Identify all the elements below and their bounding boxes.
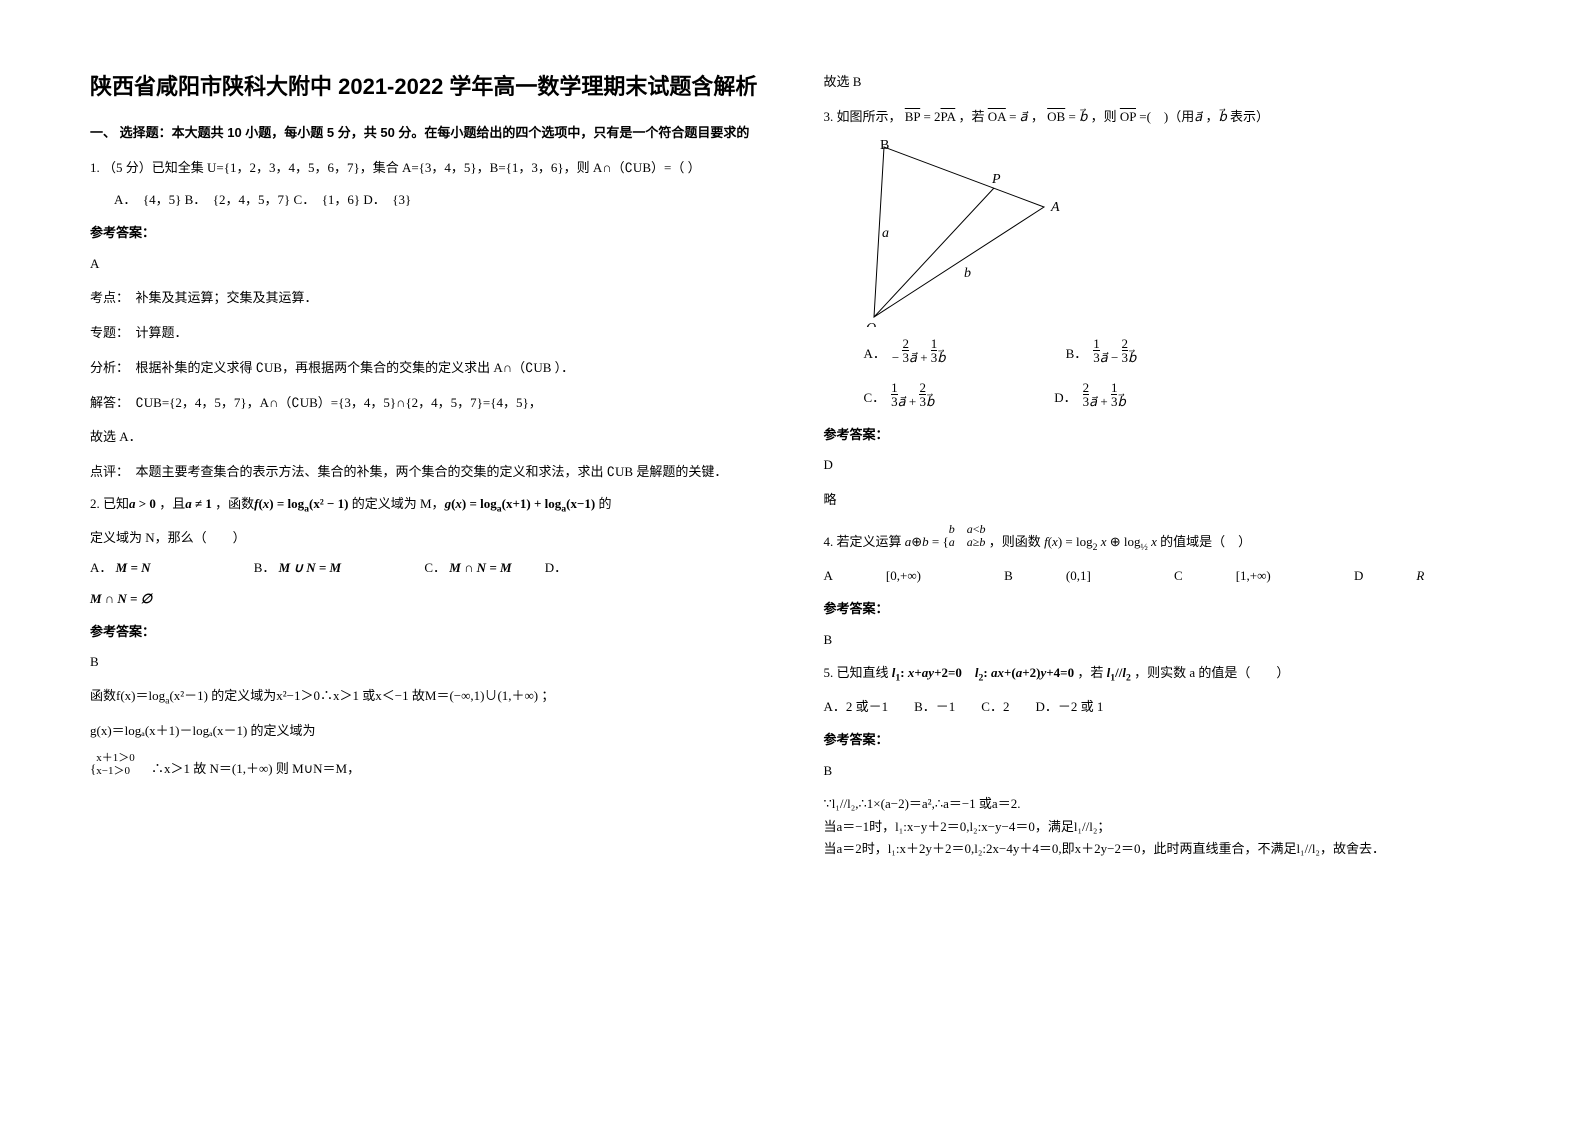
q3-stem-c: ， — [1031, 109, 1044, 124]
q1-line3: 分析： 根据补集的定义求得 ∁UB，再根据两个集合的交集的定义求出 A∩（∁UB… — [90, 356, 764, 381]
q2-opts-row1: A． M = N B． M ∪ N = M C． M ∩ N = M D． — [90, 556, 764, 581]
q2-stem-a: 2. 已知 — [90, 496, 129, 511]
q2-optD: D． — [545, 560, 567, 575]
q2-l3b: N＝(1,＋∞) 则 — [210, 762, 289, 777]
q5-stem-a: 5. 已知直线 — [824, 665, 889, 680]
q3-optA-l: A． — [864, 342, 886, 367]
q5-line1: ∵l₁//l₂,∴1×(a−2)＝a²,∴a＝−1 或a＝2. — [824, 793, 1498, 815]
tri-label-A: A — [1050, 200, 1060, 215]
tri-label-B: B — [880, 138, 889, 153]
triangle-figure: B P A O a b — [844, 137, 1084, 327]
q3-optC-l: C． — [864, 386, 886, 411]
q4-stem-c: 的值域是（ ） — [1160, 534, 1251, 549]
q4-ans: B — [824, 628, 1498, 653]
right-column: 故选 B 3. 如图所示， BP = 2PA ，若 OA = a⃗ ， OB =… — [824, 70, 1498, 1092]
q3-stem: 3. 如图所示， BP = 2PA ，若 OA = a⃗ ， OB = b⃗ ，… — [824, 105, 1498, 130]
tri-label-b: b — [964, 266, 971, 281]
q5-line2: 当a＝−1时，l₁:x−y＋2＝0,l₂:x−y−4＝0，满足l₁//l₂； — [824, 816, 1498, 838]
q3-ans2: 略 — [824, 488, 1498, 513]
q4-optB-l: B — [1004, 568, 1013, 583]
q2-ans: B — [90, 650, 764, 675]
q3-optC: C． 13a⃗ + 23b⃗ — [864, 381, 935, 415]
q5-ans: B — [824, 759, 1498, 784]
q2-optD-row: M ∩ N = ∅ — [90, 587, 764, 612]
q4-optA-v: [0,+∞) — [886, 568, 921, 583]
q4-optC-v: [1,+∞) — [1236, 568, 1271, 583]
q5-stem-b: ，若 — [1077, 665, 1103, 680]
q4-options: A [0,+∞) B (0,1] C [1,+∞) D R — [824, 564, 1498, 589]
q2-ans-label: 参考答案： — [90, 620, 764, 645]
q2-line3: {x＋1＞0x−1＞0 ∴x＞1 故 N＝(1,＋∞) 则 M∪N＝M， — [90, 752, 764, 780]
q2-l1e: ； — [541, 688, 554, 703]
q1-options: A． {4，5} B． {2，4，5，7} C． {1，6} D． {3} — [114, 188, 764, 213]
q3-optD-l: D． — [1054, 386, 1076, 411]
q2-stem-2: 定义域为 N，那么（ ） — [90, 526, 764, 551]
q2-l1c: 或 — [362, 688, 375, 703]
q4-optD-v: R — [1416, 568, 1424, 583]
q5-stem-c: ，则实数 a 的值是（ ） — [1134, 665, 1289, 680]
q5-ans-label: 参考答案： — [824, 728, 1498, 753]
q3-stem-f: ， — [1205, 109, 1218, 124]
q1-line5: 故选 A． — [90, 425, 764, 450]
q4-stem: 4. 若定义运算 a⊕b = {b a<ba a≥b ，则函数 f(x) = l… — [824, 523, 1498, 556]
q1-ans: A — [90, 252, 764, 277]
q2-optA-v: M = N — [116, 560, 151, 575]
q3-stem-e: =( )（用 — [1139, 109, 1194, 124]
q2-stem-b: ，且 — [159, 496, 185, 511]
q4-stem-b: ，则函数 — [989, 534, 1041, 549]
q4-optA-l: A — [824, 568, 833, 583]
q2-optC-v: M ∩ N = M — [449, 560, 511, 575]
q2-optB: B． — [254, 560, 276, 575]
q3-optD: D． 23a⃗ + 13b⃗ — [1054, 381, 1125, 415]
q3-ans: D — [824, 453, 1498, 478]
q2-optA: A． — [90, 560, 112, 575]
q3-optB: B． 13a⃗ − 23b⃗ — [1066, 337, 1137, 371]
q5-options: A．2 或－1 B．－1 C．2 D．－2 或 1 — [824, 695, 1498, 720]
q2-line1: 函数f(x)＝loga(x²－1) 的定义域为x²−1＞0∴x＞1 或x＜−1 … — [90, 685, 764, 710]
q2-optB-v: M ∪ N = M — [279, 560, 341, 575]
q2-l3a: ∴x＞1 故 — [138, 762, 206, 777]
q1-line2: 专题： 计算题． — [90, 321, 764, 346]
tri-label-a: a — [882, 226, 889, 241]
q2-stem: 2. 已知a > 0 ，且a ≠ 1 ，函数f(x) = loga(x² − 1… — [90, 493, 764, 518]
q4-optC-l: C — [1174, 568, 1183, 583]
q4-optB-v: (0,1] — [1066, 568, 1091, 583]
q1-line4: 解答： ∁UB={2，4，5，7}，A∩（∁UB）={3，4，5}∩{2，4，5… — [90, 391, 764, 416]
q2-l3c: M∪N＝M， — [292, 762, 360, 777]
q3-stem-d: ，则 — [1091, 109, 1117, 124]
q2-line4: 故选 B — [824, 70, 1498, 95]
q2-stem-d: 的定义域为 M， — [352, 496, 445, 511]
q2-line2: g(x)＝logₐ(x＋1)－logₐ(x－1) 的定义域为 — [90, 720, 764, 742]
q3-opts-row2: C． 13a⃗ + 23b⃗ D． 23a⃗ + 13b⃗ — [864, 381, 1498, 415]
q2-l1a: 函数 — [90, 688, 116, 703]
q2-optC: C． — [424, 560, 446, 575]
section-1-heading: 一、 选择题：本大题共 10 小题，每小题 5 分，共 50 分。在每小题给出的… — [90, 121, 764, 146]
q3-opts-row1: A． − 23a⃗ + 13b⃗ B． 13a⃗ − 23b⃗ — [864, 337, 1498, 371]
q2-optD-v: M ∩ N = ∅ — [90, 591, 152, 606]
q2-l1d: 故 — [412, 688, 425, 703]
tri-label-P: P — [991, 172, 1001, 187]
q2-stem-e: 的 — [598, 496, 611, 511]
q3-stem-g: 表示） — [1230, 109, 1269, 124]
q3-optA: A． − 23a⃗ + 13b⃗ — [864, 337, 946, 371]
q3-optB-l: B． — [1066, 342, 1088, 367]
q4-optD-l: D — [1354, 568, 1363, 583]
q2-l1b: 的定义域为 — [211, 688, 276, 703]
q3-ans-label: 参考答案： — [824, 423, 1498, 448]
q1-ans-label: 参考答案： — [90, 221, 764, 246]
left-column: 陕西省咸阳市陕科大附中 2021-2022 学年高一数学理期末试题含解析 一、 … — [90, 70, 764, 1092]
q1-line6: 点评： 本题主要考查集合的表示方法、集合的补集，两个集合的交集的定义和求法，求出… — [90, 460, 764, 485]
q1-line1: 考点： 补集及其运算；交集及其运算． — [90, 286, 764, 311]
q1-stem: 1. （5 分）已知全集 U={1，2，3，4，5，6，7}，集合 A={3，4… — [90, 156, 764, 181]
doc-title: 陕西省咸阳市陕科大附中 2021-2022 学年高一数学理期末试题含解析 — [90, 70, 764, 103]
q4-stem-a: 4. 若定义运算 — [824, 534, 902, 549]
q3-stem-a: 3. 如图所示， — [824, 109, 902, 124]
q3-stem-b: ，若 — [959, 109, 985, 124]
q5-stem: 5. 已知直线 l1: x+ay+2=0 l2: ax+(a+2)y+4=0 ，… — [824, 662, 1498, 687]
q4-ans-label: 参考答案： — [824, 597, 1498, 622]
q2-stem-c: ，函数 — [215, 496, 254, 511]
q5-line3: 当a＝2时，l₁:x＋2y＋2＝0,l₂:2x−4y＋4＝0,即x＋2y−2＝0… — [824, 838, 1498, 860]
tri-label-O: O — [866, 321, 876, 327]
